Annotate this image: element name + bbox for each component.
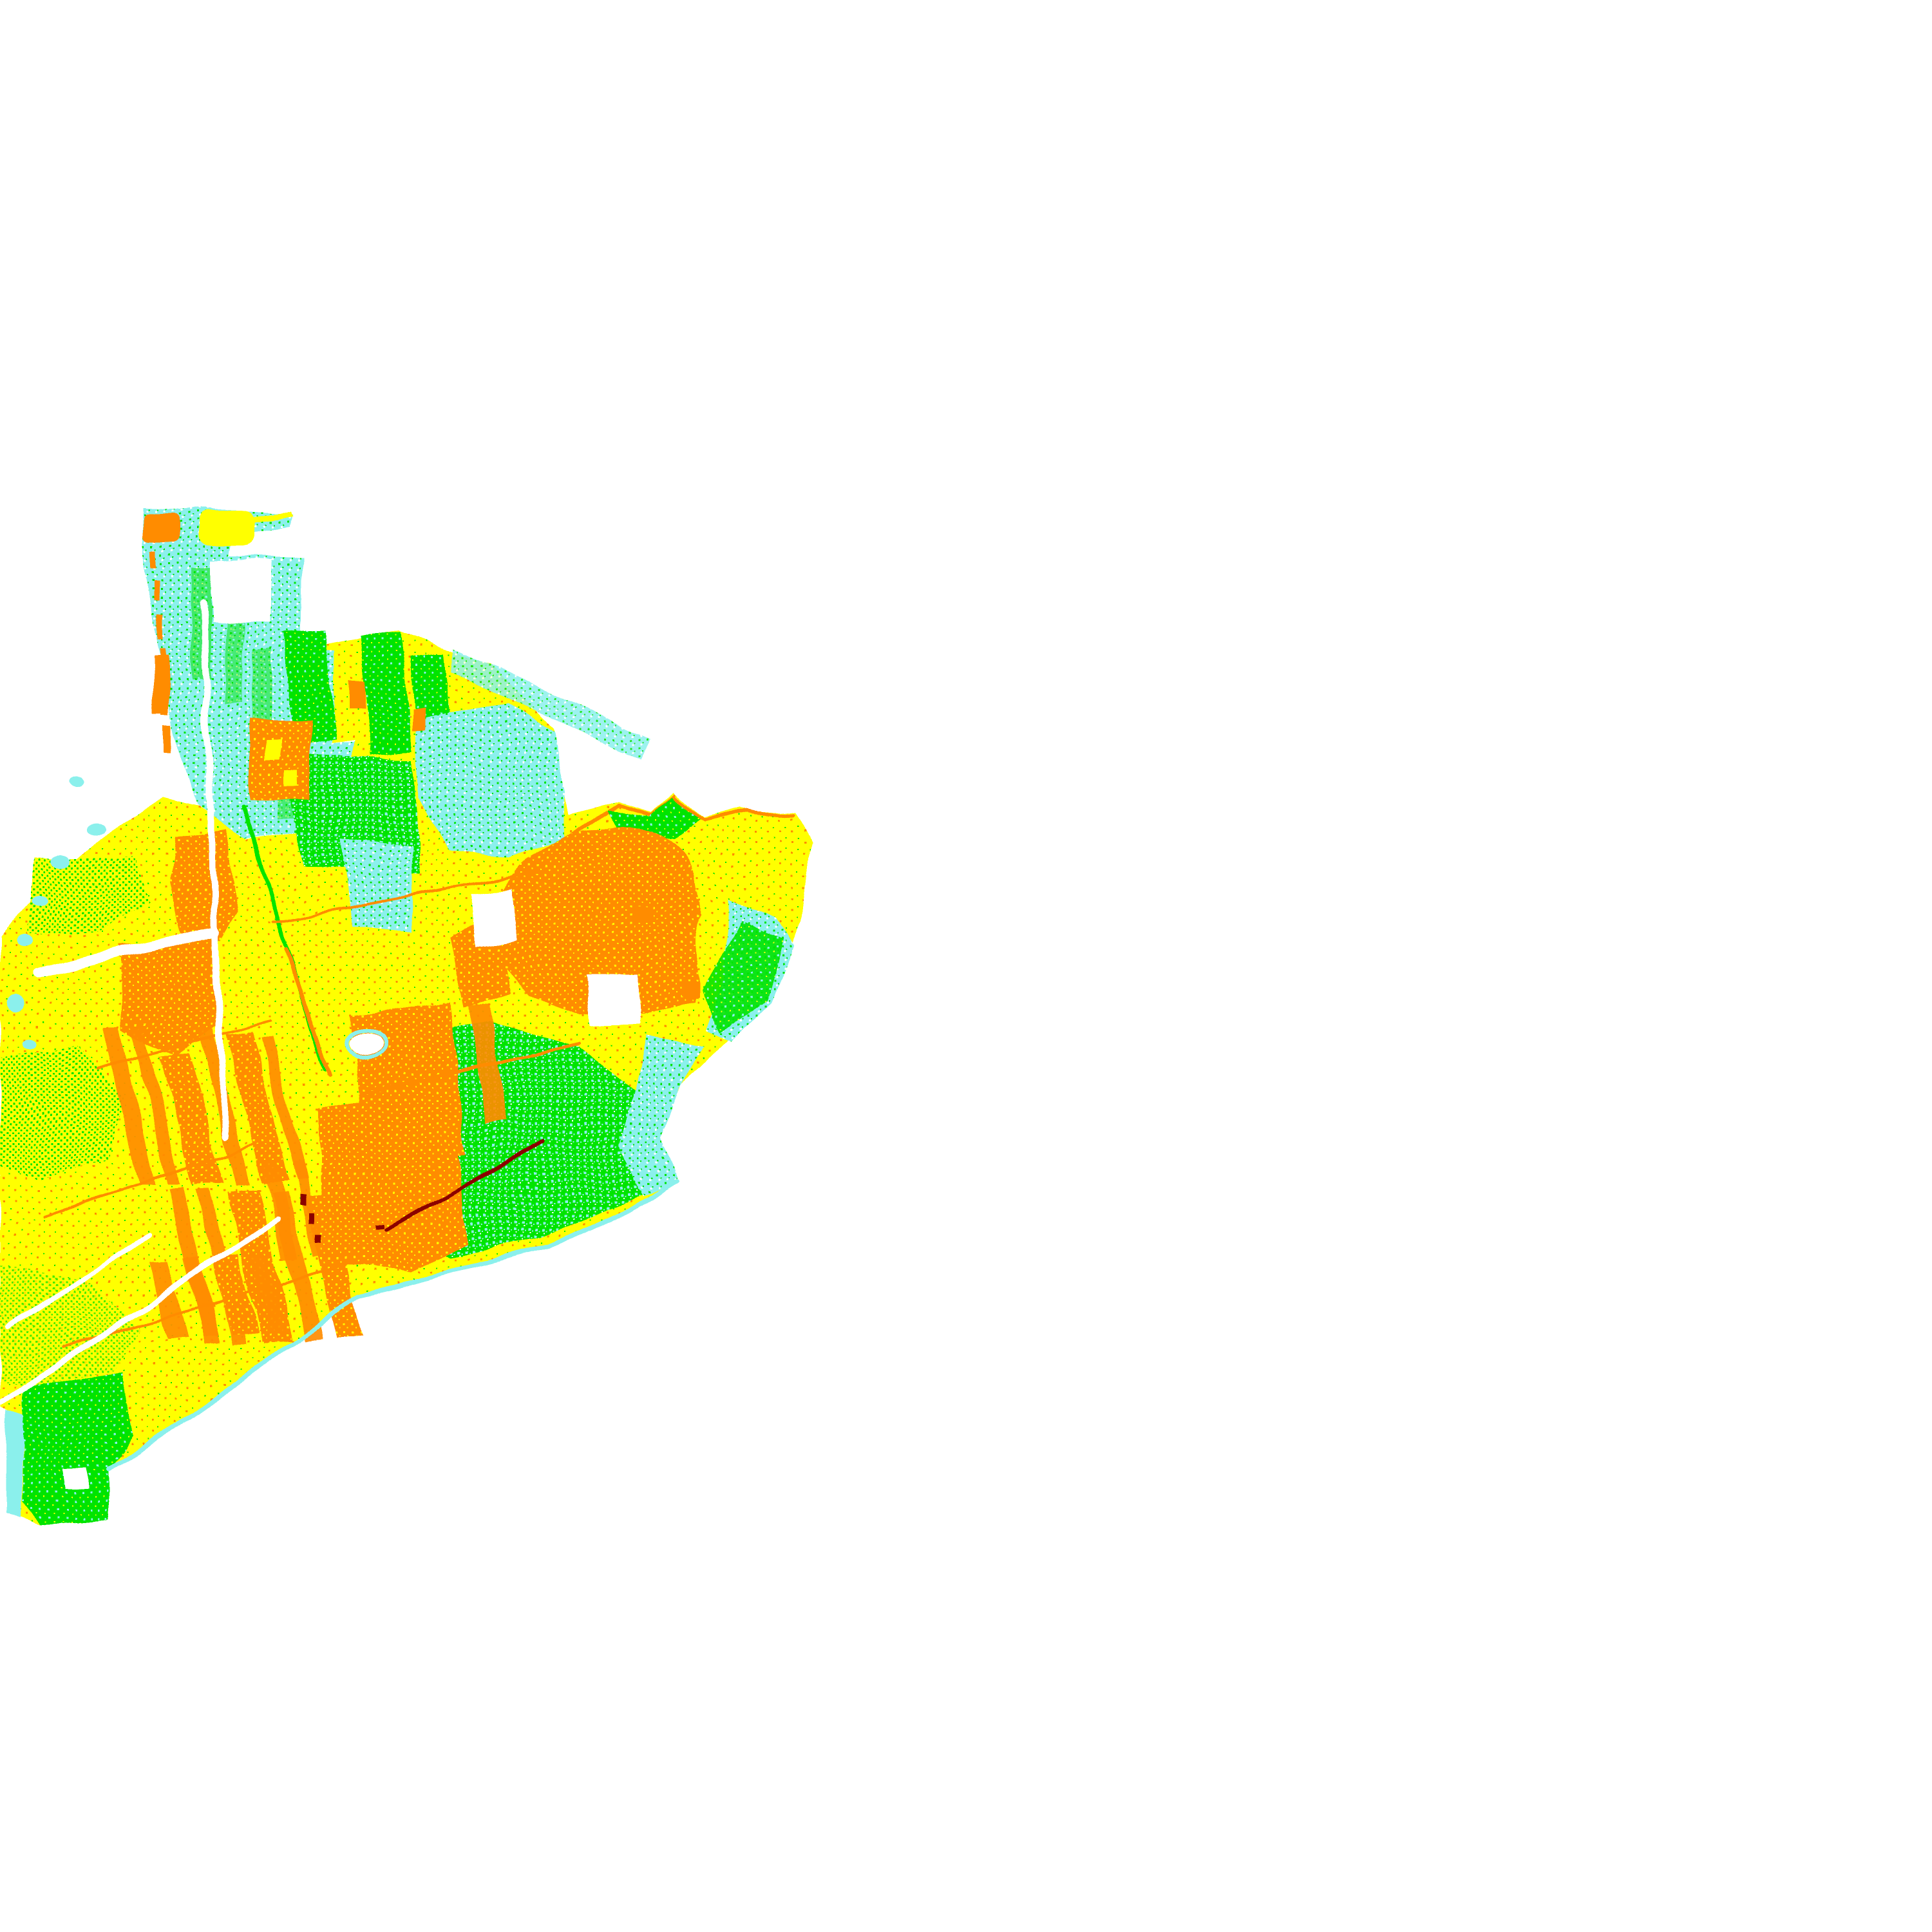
green-speckle-field xyxy=(27,857,149,935)
field-boundary-line xyxy=(95,1019,272,1070)
cyan-pond xyxy=(86,826,104,838)
neck-orange-strip xyxy=(153,657,169,714)
orange-strip xyxy=(227,1032,289,1184)
orange-strip xyxy=(293,1162,323,1258)
top-orange-field xyxy=(144,512,178,543)
neck-green-streak xyxy=(252,647,272,723)
orange-strip xyxy=(213,1255,258,1334)
green-field-column xyxy=(359,631,412,755)
canal-orange-edge xyxy=(285,948,332,1076)
cyan-pond xyxy=(68,775,84,786)
edge-cyan-fringe xyxy=(106,1293,363,1473)
field-boundary-line xyxy=(63,1258,362,1349)
cyan-pond xyxy=(15,936,33,947)
orange-blob-upper xyxy=(169,828,237,943)
green-field-column xyxy=(283,629,335,746)
orange-farm-cluster xyxy=(250,720,310,800)
cyan-pond xyxy=(51,855,71,868)
orange-strip xyxy=(160,1054,222,1185)
cyan-pond xyxy=(24,1038,37,1048)
neck-orange-dash xyxy=(155,581,160,600)
orange-strip xyxy=(148,1261,187,1340)
orange-strip xyxy=(132,1027,180,1184)
green-speckle-field xyxy=(0,1045,124,1180)
green-speckle-field xyxy=(0,1265,145,1386)
white-hole xyxy=(472,889,516,947)
cyan-speckle-block xyxy=(341,837,412,933)
top-yellow-field xyxy=(197,512,255,545)
neck-orange-dash xyxy=(157,614,163,639)
cluster-yellow-hole xyxy=(286,770,299,786)
dark-red-ditch-line xyxy=(384,1139,546,1232)
road xyxy=(201,599,231,1138)
cyan-speckle-area xyxy=(415,705,567,858)
raster-layer xyxy=(0,506,810,1525)
cyan-pond xyxy=(9,996,24,1014)
orange-band-block xyxy=(317,1095,467,1272)
dark-red-speck xyxy=(316,1235,321,1244)
white-pond-rim xyxy=(345,1028,387,1061)
top-edge-spur xyxy=(254,513,293,523)
neck-white-gap xyxy=(211,560,272,621)
orange-strip xyxy=(261,1037,308,1181)
big-orange-mass xyxy=(496,825,701,1015)
orange-strip xyxy=(251,1253,285,1332)
road xyxy=(0,1217,280,1407)
cyan-wisp xyxy=(451,647,650,760)
white-notch xyxy=(64,1470,88,1489)
white-pond xyxy=(349,1033,383,1056)
bottom-green-block xyxy=(22,1373,133,1525)
right-fringe-green xyxy=(703,921,782,1032)
bottom-cyan-strip xyxy=(5,1413,23,1520)
white-hole xyxy=(585,974,641,1026)
orange-bar xyxy=(348,683,365,710)
bush-cyan-area xyxy=(620,1037,705,1197)
neck-orange-dash xyxy=(152,551,157,568)
lobe-orange-blob xyxy=(634,907,656,923)
field-boundary-line xyxy=(43,1144,255,1218)
orange-strip xyxy=(263,1164,298,1260)
dark-red-speck xyxy=(299,1193,305,1204)
cluster-yellow-hole xyxy=(265,741,279,760)
dark-red-speck xyxy=(377,1224,384,1229)
field-boundary-line xyxy=(359,1041,582,1097)
dark-red-speck xyxy=(308,1211,313,1222)
orange-strip xyxy=(103,1027,155,1185)
field-boundary-line xyxy=(272,869,547,923)
lobe-orange-blob xyxy=(681,984,701,1001)
lobe-orange-outline xyxy=(569,795,795,837)
edge-cyan-fringe xyxy=(358,1179,679,1298)
neck-orange-dash xyxy=(164,724,173,752)
orange-bar xyxy=(412,707,425,730)
road xyxy=(32,930,220,979)
cyan-pond xyxy=(31,898,46,908)
road xyxy=(5,1233,152,1331)
